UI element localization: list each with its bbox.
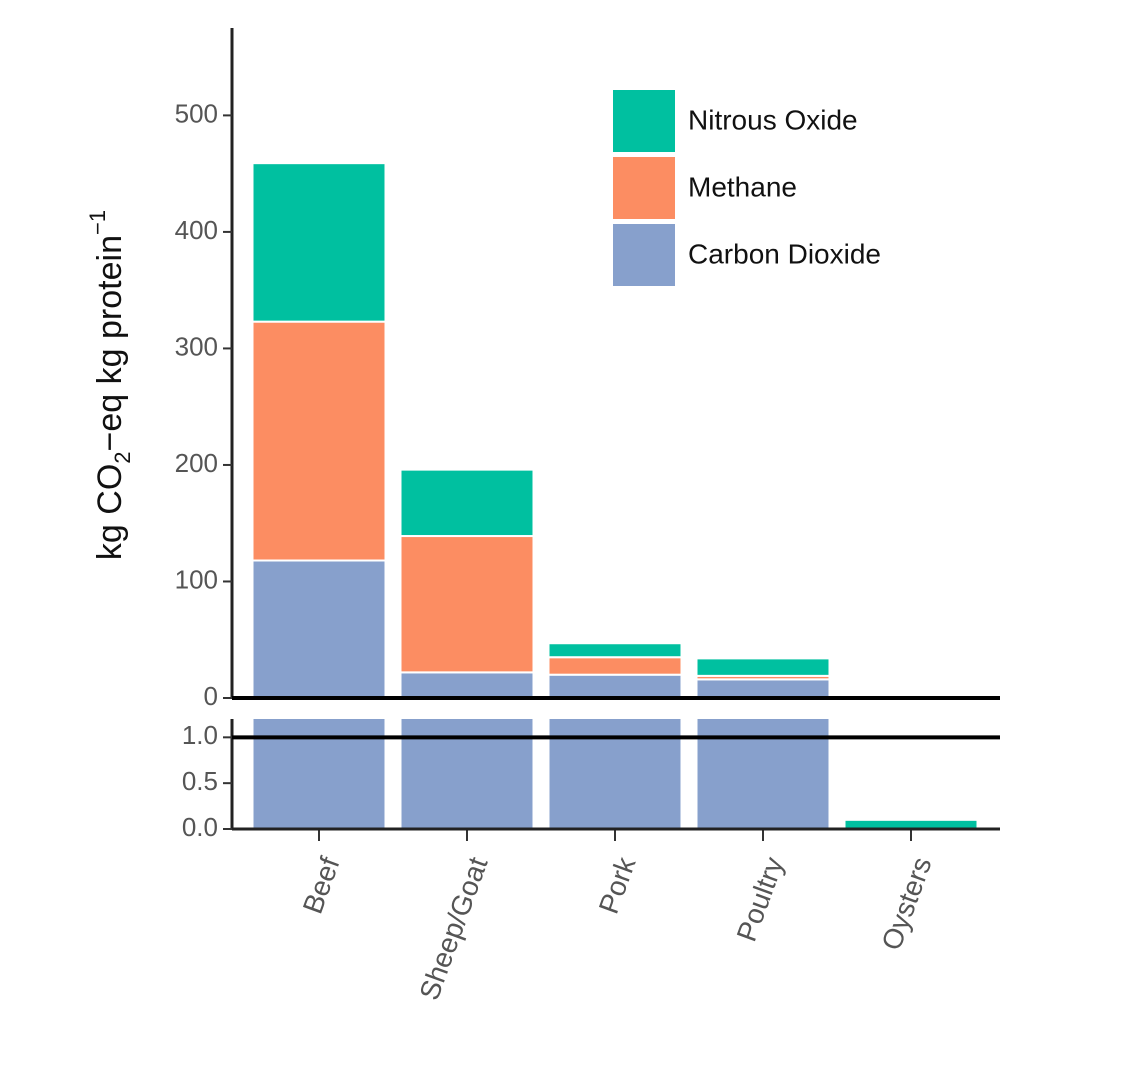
x-tick-label: Pork [593,852,642,918]
bar-segment [399,671,535,698]
y-axis-label: kg CO2−eq kg protein−1 [85,210,135,560]
bar-segment [695,678,831,698]
bar-segment [399,535,535,674]
y-tick-label: 0 [204,681,218,711]
bar-segment [547,656,683,676]
x-tick-label: Oysters [875,853,937,954]
legend-label: Nitrous Oxide [688,104,858,135]
bar-segment [251,320,387,562]
bar-segment [251,559,387,698]
y-tick-label: 0.5 [182,766,218,796]
y-tick-label: 200 [175,448,218,478]
legend-key [613,90,675,152]
y-tick-label: 500 [175,98,218,128]
bar-segment [695,657,831,677]
y-tick-label: 100 [175,564,218,594]
x-tick-label: Poultry [731,853,790,946]
x-tick-label: Sheep/Goat [413,853,493,1004]
y-label-sup: −1 [85,210,110,235]
bar-segment [399,468,535,538]
legend-label: Carbon Dioxide [688,238,881,269]
y-tick-label: 0.0 [182,812,218,842]
bar-segment [547,642,683,659]
legend-key [613,224,675,286]
y-label-part: kg CO [91,464,129,560]
legend-key [613,157,675,219]
y-label-sub: 2 [110,451,135,463]
bar-segment [251,162,387,323]
legend-label: Methane [688,171,797,202]
y-tick-label: 300 [175,331,218,361]
y-tick-label: 400 [175,215,218,245]
bar-segment [399,719,535,829]
upper-bars [251,162,979,698]
bar-segment [547,673,683,698]
x-tick-label: Beef [297,853,346,918]
y-label-part: −eq kg protein [91,235,129,451]
y-tick-label: 1.0 [182,720,218,750]
